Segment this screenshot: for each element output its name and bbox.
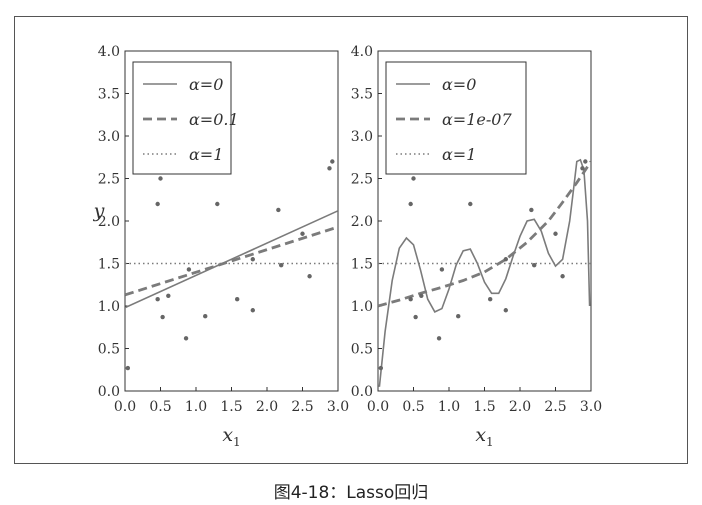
- data-point: [234, 297, 240, 302]
- data-point: [456, 314, 461, 319]
- y-tick-label: 3.0: [98, 129, 120, 145]
- data-point: [276, 207, 281, 213]
- series-group: [125, 159, 338, 371]
- y-tick-label: 3.5: [351, 87, 373, 103]
- legend-label: α=1: [442, 145, 476, 164]
- data-point: [503, 257, 508, 262]
- x-tick-label: 0.5: [402, 399, 424, 415]
- data-point: [158, 176, 163, 181]
- data-point: [125, 365, 131, 371]
- data-point: [215, 201, 220, 207]
- x-tick-label: 1.5: [220, 399, 242, 415]
- y-tick-label: 4.0: [98, 44, 120, 60]
- x-tick-label: 3.0: [327, 399, 349, 415]
- x-tick-label: 1.5: [473, 399, 495, 415]
- data-point: [155, 201, 160, 207]
- x-axis-label: x1: [475, 424, 493, 449]
- legend-box: [385, 61, 527, 175]
- x-tick-label: 0.0: [367, 399, 389, 415]
- x-tick-label: 2.0: [256, 399, 278, 415]
- y-tick-label: 1.5: [98, 257, 120, 273]
- y-tick-label: 2.0: [351, 214, 373, 230]
- data-point: [560, 274, 565, 279]
- data-point: [439, 267, 445, 272]
- data-point: [468, 201, 473, 207]
- y-tick-label: 1.0: [351, 299, 373, 315]
- legend-label: α=1: [189, 145, 223, 164]
- x-tick-label: 2.5: [291, 399, 313, 415]
- data-point: [300, 231, 305, 236]
- y-tick-label: 0.5: [98, 342, 120, 358]
- y-tick-label: 2.5: [98, 172, 120, 188]
- legend-label: α=0.1: [189, 110, 239, 129]
- x-tick-label: 0.0: [114, 399, 136, 415]
- figure-caption: 图4-18：Lasso回归: [273, 483, 429, 503]
- x-tick-label: 3.0: [580, 399, 602, 415]
- data-point: [186, 267, 192, 272]
- data-point: [436, 336, 442, 341]
- y-tick-label: 3.5: [98, 87, 120, 103]
- y-tick-label: 1.0: [98, 299, 120, 315]
- data-point: [529, 207, 534, 213]
- data-point: [307, 274, 312, 279]
- data-point: [327, 166, 332, 171]
- x-tick-label: 1.0: [438, 399, 460, 415]
- data-point: [160, 314, 165, 320]
- series-line-dashed: [378, 160, 591, 308]
- x-tick-label: 2.5: [544, 399, 566, 415]
- data-point: [155, 297, 160, 302]
- data-point: [419, 293, 424, 298]
- x-tick-label: 1.0: [185, 399, 207, 415]
- y-tick-label: 1.5: [351, 257, 373, 273]
- y-tick-label: 0.0: [351, 384, 373, 400]
- series-line-solid: [125, 210, 338, 309]
- y-tick-label: 0.0: [98, 384, 120, 400]
- x-tick-label: 0.5: [149, 399, 171, 415]
- y-tick-label: 3.0: [351, 129, 373, 145]
- data-point: [413, 314, 418, 320]
- data-point: [503, 308, 508, 313]
- data-point: [408, 201, 413, 207]
- x-axis-label: x1: [222, 424, 240, 449]
- data-point: [487, 297, 493, 302]
- legend-label: α=0: [442, 75, 476, 94]
- data-point: [330, 159, 335, 164]
- figure-frame: 0.0 0.5 1.0 1.5 2.0 2.5 3.0 0.0 0.5 1.0 1.5 2.0 2.5 3…: [14, 16, 688, 464]
- data-point: [378, 365, 384, 371]
- plot-panel-2: 0.0 0.5 1.0 1.5 2.0 2.5 3.0 0.0 0.5 1.0 1.5 2.0 2.5 3…: [351, 44, 602, 449]
- data-point: [583, 159, 588, 164]
- series-group: [378, 158, 591, 387]
- data-point: [250, 257, 255, 262]
- legend-label: α=1e-07: [442, 110, 512, 129]
- chart-svg: 0.0 0.5 1.0 1.5 2.0 2.5 3.00.00.51.01.52.02.53…: [93, 44, 603, 449]
- series-line-dashed: [125, 225, 338, 297]
- y-tick-label: 2.5: [351, 172, 373, 188]
- data-point: [250, 308, 255, 313]
- y-tick-label: 4.0: [351, 44, 373, 60]
- y-axis-label: y: [93, 200, 105, 222]
- series-line-solid: [378, 158, 591, 387]
- data-point: [411, 176, 416, 181]
- data-point: [408, 297, 413, 302]
- data-point: [166, 293, 171, 298]
- plot-panel-1: 0.0 0.5 1.0 1.5 2.0 2.5 3.0 0.0 0.5 1.0 1.5 2.0 2.5 3…: [93, 44, 350, 449]
- data-point: [532, 263, 537, 268]
- x-tick-label: 2.0: [509, 399, 531, 415]
- data-point: [553, 231, 558, 236]
- data-point: [279, 263, 284, 268]
- y-tick-label: 0.5: [351, 342, 373, 358]
- data-point: [580, 166, 585, 171]
- legend-label: α=0: [189, 75, 223, 94]
- data-point: [183, 336, 189, 341]
- y-tick-label: 2.0: [98, 214, 120, 230]
- data-point: [203, 314, 208, 319]
